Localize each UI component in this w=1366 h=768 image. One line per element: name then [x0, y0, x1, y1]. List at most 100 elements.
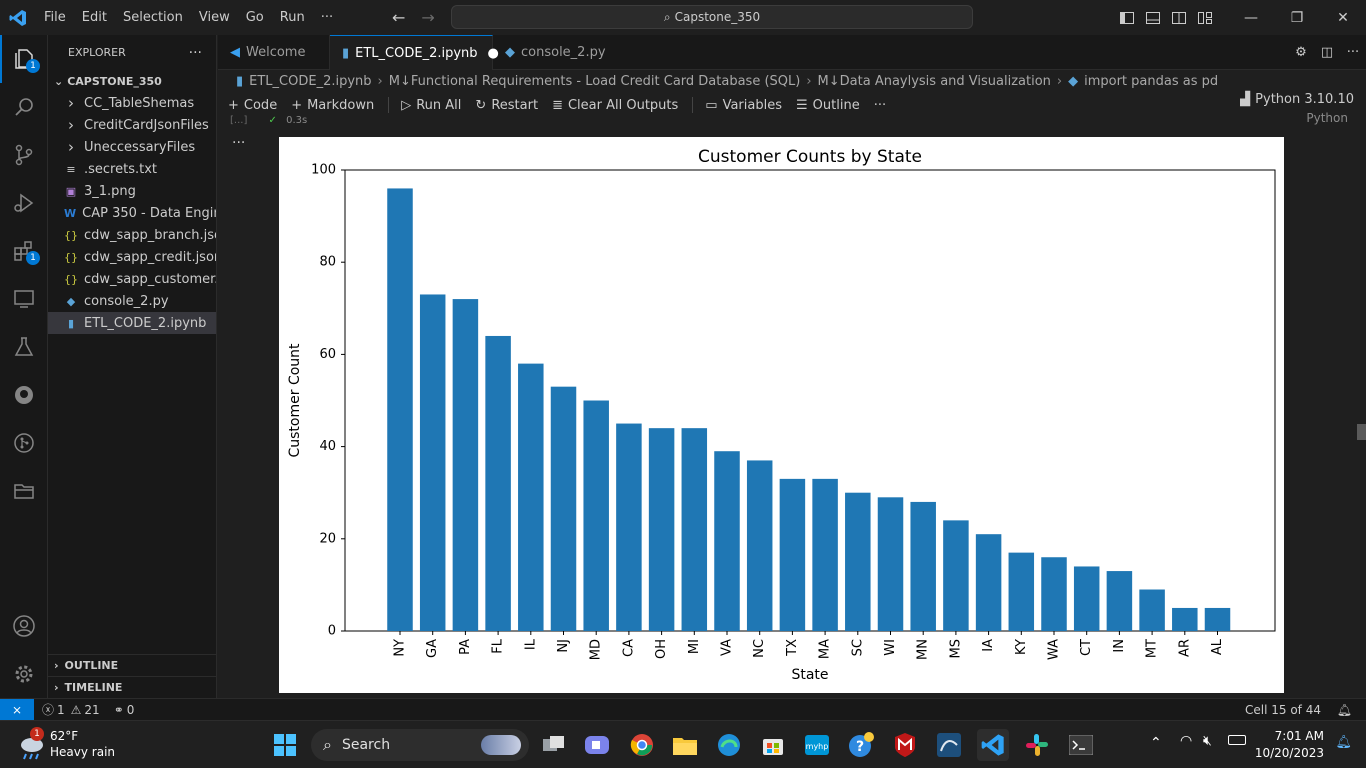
- breadcrumb-item[interactable]: M↓Functional Requirements - Load Credit …: [388, 73, 801, 89]
- close-button[interactable]: ✕: [1337, 9, 1349, 26]
- teams-icon[interactable]: [581, 729, 613, 761]
- file-explorer-icon[interactable]: [669, 729, 701, 761]
- file-item[interactable]: W CAP 350 - Data Engin...: [48, 202, 216, 224]
- cell-language[interactable]: Python: [1306, 111, 1348, 125]
- breadcrumb-item[interactable]: M↓Data Anaylysis and Visualization: [817, 73, 1051, 89]
- folder-item[interactable]: › UneccessaryFiles: [48, 136, 216, 158]
- clear-outputs-button[interactable]: ≣ Clear All Outputs: [552, 98, 678, 113]
- warning-count[interactable]: 21: [84, 702, 100, 717]
- run-debug-activity[interactable]: [0, 179, 48, 227]
- notifications-bell-icon[interactable]: 🔔︎: [1335, 735, 1352, 750]
- chrome-icon[interactable]: [626, 729, 658, 761]
- github-activity[interactable]: [0, 371, 48, 419]
- restart-button[interactable]: ↻ Restart: [475, 98, 538, 113]
- myhp-icon[interactable]: myhp: [801, 729, 833, 761]
- breadcrumb-item[interactable]: ETL_CODE_2.ipynb: [249, 73, 372, 89]
- project-manager-activity[interactable]: [0, 467, 48, 515]
- timeline-section[interactable]: › TIMELINE: [48, 676, 217, 698]
- customize-layout-icon[interactable]: [1192, 0, 1218, 35]
- tab-console-py[interactable]: ◆ console_2.py: [493, 35, 611, 70]
- add-markdown-cell-button[interactable]: + Markdown: [291, 98, 374, 113]
- taskbar-search[interactable]: ⌕ Search: [311, 729, 529, 761]
- split-editor-icon[interactable]: ◫: [1320, 45, 1334, 60]
- task-view-icon[interactable]: [538, 729, 570, 761]
- run-all-button[interactable]: ▷ Run All: [401, 98, 461, 113]
- menu-run[interactable]: Run: [279, 10, 305, 25]
- slack-icon[interactable]: [1021, 729, 1053, 761]
- clock-date[interactable]: 10/20/2023: [1254, 746, 1324, 760]
- testing-activity[interactable]: [0, 323, 48, 371]
- toggle-sidebar-icon[interactable]: [1114, 0, 1140, 35]
- accounts-activity[interactable]: [0, 602, 48, 650]
- mcafee-icon[interactable]: [889, 729, 921, 761]
- explorer-activity[interactable]: 1: [0, 35, 48, 83]
- breadcrumb-item[interactable]: import pandas as pd: [1084, 73, 1219, 89]
- outline-button[interactable]: ☰ Outline: [796, 98, 860, 113]
- variables-button[interactable]: ▭ Variables: [705, 98, 782, 113]
- mysql-workbench-icon[interactable]: [933, 729, 965, 761]
- edge-icon[interactable]: [713, 729, 745, 761]
- chevron-right-icon: ›: [68, 116, 74, 134]
- folder-item[interactable]: › CreditCardJsonFiles: [48, 114, 216, 136]
- toolbar-more-button[interactable]: ···: [874, 98, 886, 113]
- kernel-picker[interactable]: ▟ Python 3.10.10: [1240, 92, 1354, 107]
- manage-activity[interactable]: [0, 650, 48, 698]
- folder-item[interactable]: › CC_TableShemas: [48, 92, 216, 114]
- back-arrow-icon[interactable]: ←: [392, 8, 406, 27]
- toggle-panel-icon[interactable]: [1140, 0, 1166, 35]
- forward-arrow-icon[interactable]: →: [421, 8, 435, 27]
- search-activity[interactable]: [0, 83, 48, 131]
- menu-edit[interactable]: Edit: [81, 10, 107, 25]
- tab-etl-code-notebook[interactable]: ▮ ETL_CODE_2.ipynb ●: [330, 35, 499, 70]
- minimize-button[interactable]: —: [1244, 9, 1258, 26]
- menu-go[interactable]: Go: [245, 10, 264, 25]
- cell-output-more[interactable]: ···: [232, 135, 246, 151]
- bell-icon[interactable]: 🔔︎: [1336, 702, 1352, 717]
- remote-explorer-activity[interactable]: [0, 275, 48, 323]
- store-icon[interactable]: [757, 729, 789, 761]
- wifi-icon[interactable]: ◠: [1180, 733, 1193, 749]
- file-item[interactable]: ≡ .secrets.txt: [48, 158, 216, 180]
- search-icon: [15, 98, 33, 116]
- clock-time[interactable]: 7:01 AM: [1274, 729, 1324, 743]
- menu-selection[interactable]: Selection: [122, 10, 183, 25]
- outline-section[interactable]: › OUTLINE: [48, 654, 217, 676]
- vscode-taskbar-icon[interactable]: [977, 729, 1009, 761]
- battery-icon[interactable]: [1228, 735, 1246, 745]
- remote-indicator-icon[interactable]: ⨯: [0, 698, 34, 721]
- cell-indicator[interactable]: Cell 15 of 44: [1245, 702, 1321, 717]
- file-item[interactable]: ▣ 3_1.png: [48, 180, 216, 202]
- gear-icon[interactable]: ⚙: [1295, 45, 1307, 60]
- restore-button[interactable]: ❐: [1290, 9, 1304, 26]
- menu-more[interactable]: ···: [320, 10, 334, 25]
- menu-file[interactable]: File: [44, 10, 66, 25]
- ports-count[interactable]: 0: [126, 702, 135, 717]
- file-item[interactable]: {} cdw_sapp_credit.json: [48, 246, 216, 268]
- add-code-cell-button[interactable]: + Code: [228, 98, 277, 113]
- command-center[interactable]: ⌕ Capstone_350: [451, 5, 973, 29]
- unsaved-dot-icon[interactable]: ●: [487, 45, 499, 61]
- toggle-secondary-sidebar-icon[interactable]: [1166, 0, 1192, 35]
- file-item[interactable]: ▮ ETL_CODE_2.ipynb: [48, 312, 216, 334]
- extensions-activity[interactable]: 1: [0, 227, 48, 275]
- chevron-up-icon[interactable]: ⌃: [1150, 735, 1162, 751]
- ports-icon: ⚭: [113, 702, 124, 717]
- scrollbar-thumb[interactable]: [1357, 424, 1366, 440]
- weather-widget[interactable]: 1 62°F Heavy rain: [14, 727, 164, 763]
- project-section[interactable]: ⌄ CAPSTONE_350: [48, 70, 216, 92]
- source-control-activity[interactable]: [0, 131, 48, 179]
- explorer-more-icon[interactable]: ···: [188, 44, 202, 61]
- start-button[interactable]: [269, 729, 301, 761]
- more-actions-icon[interactable]: ···: [1346, 45, 1360, 60]
- error-count[interactable]: 1: [57, 702, 65, 717]
- git-graph-activity[interactable]: [0, 419, 48, 467]
- volume-muted-icon[interactable]: 🔇︎: [1203, 733, 1212, 749]
- tab-welcome[interactable]: ◀ Welcome: [218, 35, 330, 70]
- file-item[interactable]: {} cdw_sapp_branch.json: [48, 224, 216, 246]
- menu-view[interactable]: View: [198, 10, 230, 25]
- file-item[interactable]: {} cdw_sapp_customer.j...: [48, 268, 216, 290]
- terminal-icon[interactable]: [1065, 729, 1097, 761]
- file-item[interactable]: ◆ console_2.py: [48, 290, 216, 312]
- bar: [387, 188, 413, 631]
- help-icon[interactable]: ?: [845, 729, 877, 761]
